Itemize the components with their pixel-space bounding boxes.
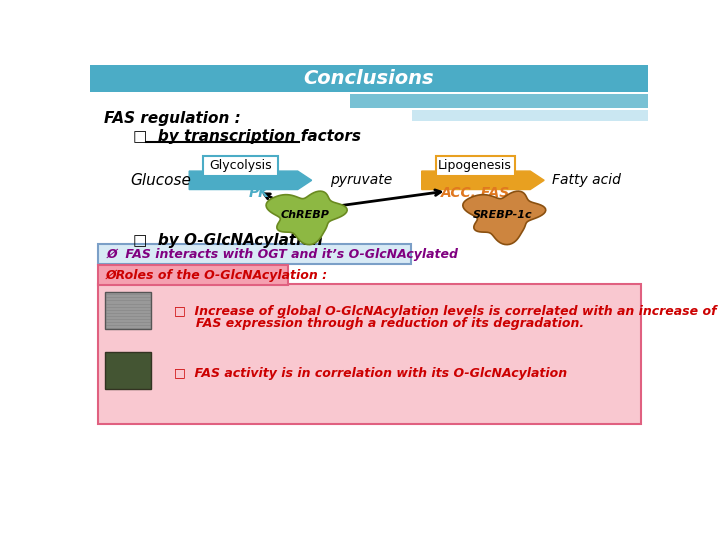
Text: ChREBP: ChREBP <box>281 210 330 220</box>
Text: FAS expression through a reduction of its degradation.: FAS expression through a reduction of it… <box>174 318 584 330</box>
FancyBboxPatch shape <box>98 265 289 285</box>
FancyBboxPatch shape <box>90 65 648 92</box>
Text: ØRoles of the O-GlcNAcylation :: ØRoles of the O-GlcNAcylation : <box>106 268 328 281</box>
Text: □  by transcription factors: □ by transcription factors <box>132 129 361 144</box>
Text: Glycolysis: Glycolysis <box>209 159 271 172</box>
FancyBboxPatch shape <box>436 156 515 176</box>
FancyBboxPatch shape <box>412 110 648 121</box>
FancyBboxPatch shape <box>350 94 648 108</box>
Text: □  Increase of global O-GlcNAcylation levels is correlated with an increase of: □ Increase of global O-GlcNAcylation lev… <box>174 305 716 318</box>
FancyArrow shape <box>189 171 312 190</box>
Polygon shape <box>463 191 546 245</box>
Text: □  FAS activity is in correlation with its O-GlcNAcylation: □ FAS activity is in correlation with it… <box>174 367 567 380</box>
Text: pyruvate: pyruvate <box>330 173 392 187</box>
Text: ACC, FAS: ACC, FAS <box>441 186 510 200</box>
FancyBboxPatch shape <box>104 352 151 389</box>
Text: FAS regulation :: FAS regulation : <box>104 111 240 126</box>
Text: Lipogenesis: Lipogenesis <box>438 159 512 172</box>
Polygon shape <box>266 191 347 245</box>
Text: Glucose: Glucose <box>130 173 192 188</box>
Text: Conclusions: Conclusions <box>304 69 434 88</box>
Text: PK: PK <box>248 186 269 200</box>
Text: □  by O-GlcNAcylation: □ by O-GlcNAcylation <box>132 233 323 248</box>
Text: Ø  FAS interacts with OGT and it’s O-GlcNAcylated: Ø FAS interacts with OGT and it’s O-GlcN… <box>107 248 459 261</box>
Text: Fatty acid: Fatty acid <box>552 173 621 187</box>
FancyBboxPatch shape <box>104 292 151 329</box>
FancyBboxPatch shape <box>203 156 277 176</box>
FancyArrow shape <box>422 171 544 190</box>
Text: SREBP-1c: SREBP-1c <box>473 210 533 220</box>
FancyBboxPatch shape <box>98 244 411 264</box>
FancyBboxPatch shape <box>98 284 641 424</box>
